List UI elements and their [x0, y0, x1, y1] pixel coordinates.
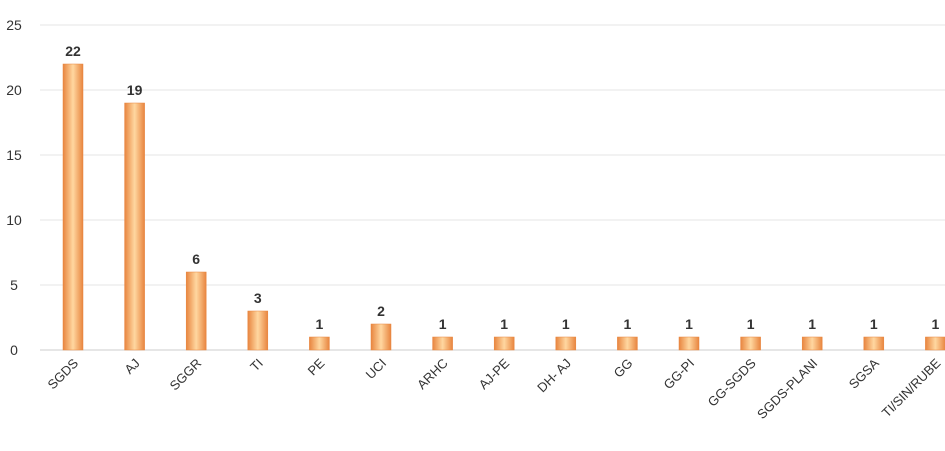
data-label: 3: [254, 290, 262, 306]
y-tick-label: 5: [10, 277, 18, 293]
data-label: 1: [439, 316, 447, 332]
x-axis-category-labels: SGDS AJ SGGR TI PE UCI ARHC AJ-PE DH- AJ GG GG-PI G…: [44, 355, 943, 422]
bar: [124, 102, 145, 351]
x-tick-label: AJ: [121, 356, 142, 377]
data-label: 1: [624, 316, 632, 332]
data-label: 1: [870, 316, 878, 332]
x-tick-label: GG: [611, 356, 636, 381]
data-label: 6: [192, 251, 200, 267]
x-tick-label: SGDS-PLANI: [754, 356, 820, 422]
gridlines: [40, 24, 945, 351]
data-label: 2: [377, 303, 385, 319]
data-label: 1: [932, 316, 940, 332]
bar: [678, 336, 700, 351]
bar: [925, 336, 945, 351]
y-tick-label: 10: [6, 212, 22, 228]
data-label: 1: [747, 316, 755, 332]
y-tick-label: 25: [6, 17, 22, 33]
y-tick-label: 15: [6, 147, 22, 163]
y-axis-ticks: 0 5 10 15 20 25: [6, 17, 22, 358]
x-tick-label: SGDS: [44, 355, 81, 392]
x-tick-label: DH- AJ: [534, 356, 574, 396]
x-tick-label: TI/SIN/RUBE: [879, 355, 944, 420]
data-label: 1: [316, 316, 324, 332]
data-label: 1: [500, 316, 508, 332]
y-tick-label: 0: [10, 342, 18, 358]
x-tick-label: PE: [305, 355, 328, 378]
data-label: 1: [562, 316, 570, 332]
bar: [493, 336, 515, 351]
bar: [370, 323, 392, 351]
x-tick-label: GG-SGDS: [705, 355, 759, 409]
data-labels: 22 19 6 3 1 2 1 1 1 1 1 1 1 1 1: [65, 43, 939, 332]
data-label: 19: [127, 82, 143, 98]
bar: [62, 63, 84, 351]
data-label: 22: [65, 43, 81, 59]
x-tick-label: GG-PI: [660, 356, 697, 393]
bar: [863, 336, 885, 351]
y-tick-label: 20: [6, 82, 22, 98]
x-tick-label: SGGR: [167, 356, 205, 394]
data-label: 1: [685, 316, 693, 332]
bar: [801, 336, 823, 351]
x-tick-label: ARHC: [414, 356, 451, 393]
bar: [309, 336, 330, 351]
bar: [617, 336, 638, 351]
bar: [555, 336, 577, 351]
bar: [247, 310, 269, 351]
bar: [740, 336, 761, 351]
bar: [185, 271, 207, 351]
bars: [62, 63, 945, 351]
x-tick-label: SGSA: [846, 355, 882, 391]
bar: [432, 336, 453, 351]
data-label: 1: [808, 316, 816, 332]
x-tick-label: UCI: [363, 356, 389, 382]
x-tick-label: AJ-PE: [476, 355, 513, 392]
x-tick-label: TI: [247, 356, 266, 375]
